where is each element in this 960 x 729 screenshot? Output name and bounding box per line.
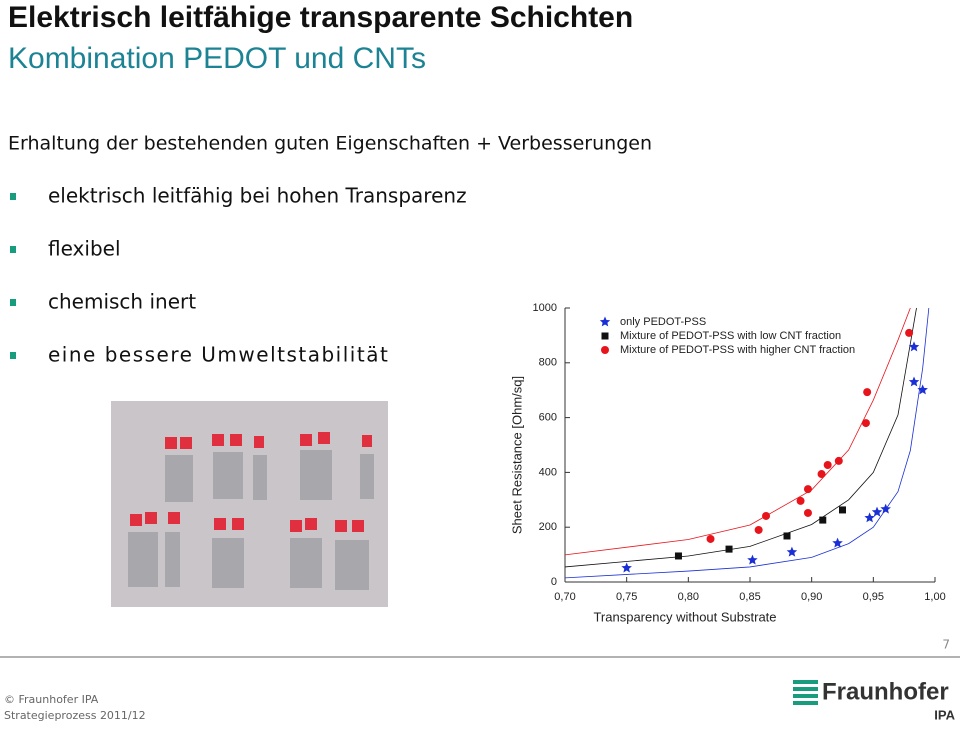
logo-sub: IPA (934, 707, 955, 722)
circle-marker (817, 470, 826, 479)
square-marker (819, 516, 827, 524)
star-marker (832, 537, 843, 548)
x-tick-label: 0,90 (801, 591, 822, 603)
slide-subtitle: Kombination PEDOT und CNTs (8, 42, 426, 75)
x-tick-label: 0,80 (678, 591, 699, 603)
heading: Erhaltung der bestehenden guten Eigensch… (8, 133, 652, 155)
x-tick-label: 0,70 (554, 591, 575, 603)
footer-project: Strategieprozess 2011/12 (4, 709, 146, 722)
footer-copyright: © Fraunhofer IPA (4, 693, 99, 706)
star-marker (786, 546, 798, 557)
slide-title: Elektrisch leitfähige transparente Schic… (8, 1, 633, 34)
x-tick-label: 1,00 (924, 591, 945, 603)
circle-marker (796, 496, 805, 505)
fit-line (564, 307, 911, 556)
page-number: 7 (942, 638, 950, 652)
y-tick-label: 600 (539, 412, 557, 424)
circle-marker (803, 508, 812, 517)
star-marker (599, 316, 611, 327)
star-marker (864, 512, 875, 523)
star-marker (871, 506, 883, 517)
square-marker (839, 506, 846, 514)
bullet-marker (10, 352, 16, 359)
bullet-text: flexibel (48, 237, 121, 261)
star-marker (621, 562, 632, 573)
legend-label: Mixture of PEDOT-PSS with low CNT fracti… (620, 330, 841, 342)
circle-marker (601, 346, 609, 354)
circle-marker (706, 534, 715, 543)
circle-marker (905, 328, 914, 337)
circle-marker (861, 419, 870, 428)
logo-text: Fraunhofer (822, 678, 949, 705)
circle-marker (863, 388, 872, 397)
logo: Fraunhofer IPA (793, 678, 956, 722)
x-tick-label: 0,95 (863, 591, 884, 603)
bullet-marker (10, 246, 16, 253)
photo (111, 401, 388, 607)
bullet-text: chemisch inert (48, 290, 196, 314)
circle-marker (823, 461, 832, 470)
square-marker (725, 545, 733, 553)
star-marker (908, 341, 920, 352)
fit-line (564, 307, 917, 568)
y-tick-label: 400 (539, 466, 557, 478)
circle-marker (762, 511, 771, 520)
x-tick-label: 0,75 (616, 591, 637, 603)
bullet-marker (10, 299, 16, 306)
bullet-text: elektrisch leitfähig bei hohen Transpare… (48, 184, 467, 208)
x-tick-label: 0,85 (739, 591, 760, 603)
circle-marker (803, 485, 812, 494)
legend-label: only PEDOT-PSS (620, 316, 706, 328)
star-marker (908, 376, 920, 387)
circle-marker (754, 525, 763, 534)
square-marker (783, 532, 791, 540)
square-marker (601, 332, 609, 340)
y-tick-label: 800 (539, 357, 557, 369)
fit-line (564, 307, 930, 579)
y-axis-label: Sheet Resistance [Ohm/sq] (509, 376, 524, 534)
x-axis-label: Transparency without Substrate (593, 609, 776, 624)
y-tick-label: 200 (539, 521, 557, 533)
star-marker (747, 554, 758, 565)
y-tick-label: 0 (551, 576, 557, 588)
legend-label: Mixture of PEDOT-PSS with higher CNT fra… (620, 344, 855, 356)
circle-marker (834, 456, 843, 465)
star-marker (917, 384, 928, 395)
square-marker (674, 552, 682, 560)
star-marker (880, 503, 891, 514)
bullet-text: eine bessere Umweltstabilität (48, 343, 389, 367)
bullet-marker (10, 193, 16, 200)
y-tick-label: 1000 (533, 302, 557, 314)
